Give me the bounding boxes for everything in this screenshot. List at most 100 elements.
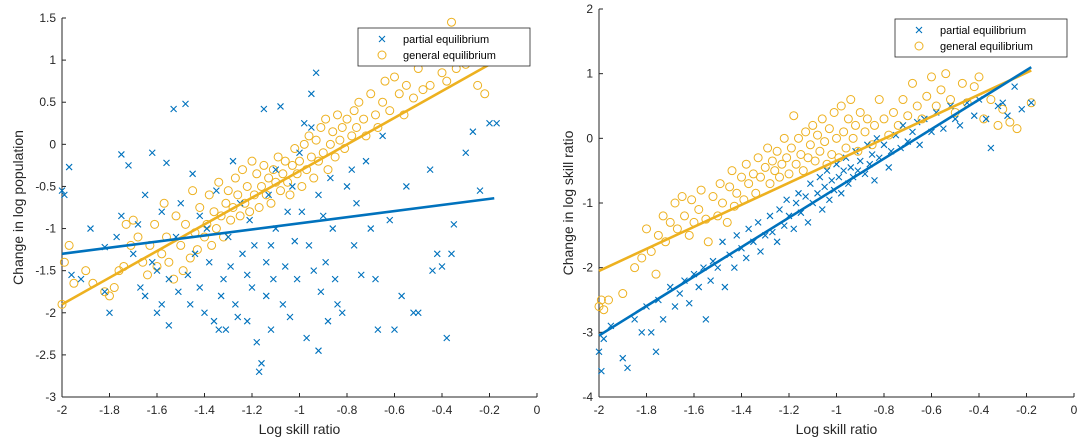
data-point-general	[618, 289, 628, 299]
data-point-partial	[433, 250, 441, 258]
data-point-partial	[486, 119, 493, 127]
legend-marker-general	[914, 41, 924, 51]
data-point-partial	[804, 219, 812, 226]
data-point-partial	[277, 103, 284, 110]
data-point-general	[670, 198, 680, 208]
data-point-partial	[448, 250, 455, 258]
data-point-general	[841, 143, 851, 153]
data-point-general	[81, 266, 91, 276]
y-tick-label: -4	[582, 390, 593, 404]
data-point-partial	[267, 242, 275, 249]
data-point-partial	[695, 283, 703, 291]
data-point-partial	[255, 368, 263, 376]
data-point-general	[604, 295, 613, 305]
data-point-general	[713, 211, 723, 221]
data-point-partial	[262, 292, 270, 300]
data-point-general	[195, 203, 205, 212]
data-point-general	[851, 120, 860, 130]
data-point-partial	[296, 149, 303, 157]
data-point-general	[290, 144, 300, 154]
x-tick-label: -0.2	[479, 403, 500, 417]
data-point-general	[297, 181, 307, 191]
data-point-general	[767, 156, 777, 166]
data-point-partial	[1011, 83, 1019, 90]
data-point-general	[946, 95, 955, 105]
data-point-general	[874, 95, 884, 105]
data-point-partial	[317, 288, 325, 296]
data-point-general	[214, 177, 224, 187]
data-point-partial	[742, 254, 750, 262]
data-point-general	[316, 122, 326, 132]
data-point-partial	[153, 309, 161, 317]
data-point-general	[252, 169, 262, 179]
data-point-partial	[818, 206, 826, 213]
data-point-partial	[982, 115, 990, 123]
data-point-partial	[402, 183, 410, 190]
data-point-general	[770, 166, 780, 176]
fit-line-partial	[61, 196, 495, 256]
data-point-general	[763, 143, 773, 153]
data-point-partial	[203, 225, 211, 232]
data-point-partial	[201, 309, 208, 317]
data-point-general	[325, 139, 335, 149]
data-point-partial	[269, 275, 277, 283]
data-point-general	[442, 76, 452, 86]
legend-marker-partial	[915, 26, 923, 34]
data-point-partial	[300, 119, 308, 127]
data-point-general	[378, 97, 388, 107]
data-point-general	[941, 69, 951, 79]
data-point-partial	[856, 157, 864, 165]
data-point-partial	[129, 250, 137, 258]
data-point-general	[718, 198, 727, 208]
data-point-partial	[719, 238, 726, 246]
data-point-partial	[987, 144, 995, 152]
data-point-partial	[220, 275, 227, 283]
data-point-general	[805, 140, 815, 150]
data-point-partial	[795, 189, 802, 197]
data-point-general	[176, 240, 186, 250]
data-point-general	[342, 114, 352, 124]
data-point-general	[207, 240, 217, 250]
data-point-general	[765, 179, 775, 189]
data-point-general	[908, 78, 917, 88]
data-point-general	[366, 89, 376, 99]
x-tick-label: -0.6	[921, 403, 942, 417]
data-point-general	[233, 190, 243, 200]
data-point-partial	[184, 271, 192, 279]
y-tick-label: 0.5	[39, 95, 56, 109]
x-tick-label: 0	[1071, 403, 1078, 417]
data-point-general	[817, 114, 827, 124]
data-point-general	[993, 120, 1003, 130]
data-point-partial	[619, 354, 627, 362]
data-point-partial	[182, 100, 189, 108]
data-point-general	[335, 135, 345, 145]
data-point-general	[810, 156, 820, 166]
data-point-general	[727, 166, 737, 176]
data-point-partial	[170, 105, 178, 113]
data-point-partial	[792, 199, 800, 207]
x-tick-label: -1.6	[147, 403, 168, 417]
data-point-general	[684, 230, 694, 240]
data-point-general	[630, 263, 640, 273]
data-point-partial	[148, 258, 156, 266]
data-point-partial	[279, 300, 287, 308]
data-point-general	[121, 219, 131, 229]
data-point-general	[680, 211, 689, 221]
chart-panel-1: -2 -1.8 -1.6 -1.4 -1.2 -1 -0.8 -0.6 -0.4 -0.2 0-3-…	[10, 11, 541, 437]
data-point-partial	[224, 233, 232, 241]
x-axis-label: Log skill ratio	[259, 421, 341, 437]
data-point-general	[1026, 98, 1036, 108]
data-point-general	[295, 156, 304, 166]
data-point-general	[188, 186, 198, 196]
x-tick-label: -0.4	[432, 403, 453, 417]
data-point-general	[927, 72, 936, 82]
data-point-partial	[353, 199, 360, 207]
data-point-general	[798, 166, 808, 176]
data-point-partial	[286, 313, 294, 321]
data-point-partial	[113, 233, 121, 241]
data-point-partial	[65, 163, 73, 171]
data-point-partial	[837, 189, 845, 197]
data-point-partial	[1004, 112, 1011, 120]
data-point-partial	[205, 258, 213, 266]
data-point-partial	[165, 322, 173, 329]
